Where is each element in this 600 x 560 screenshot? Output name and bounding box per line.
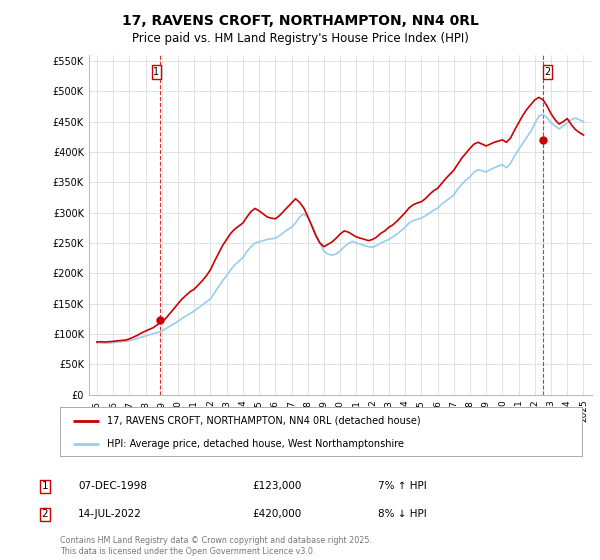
Text: 2: 2 [544, 67, 551, 77]
Text: 1: 1 [154, 67, 160, 77]
Text: 8% ↓ HPI: 8% ↓ HPI [378, 509, 427, 519]
Text: £123,000: £123,000 [252, 481, 301, 491]
Text: 07-DEC-1998: 07-DEC-1998 [78, 481, 147, 491]
Text: 1: 1 [41, 481, 49, 491]
Text: Price paid vs. HM Land Registry's House Price Index (HPI): Price paid vs. HM Land Registry's House … [131, 32, 469, 45]
Text: 2: 2 [41, 509, 49, 519]
Text: 17, RAVENS CROFT, NORTHAMPTON, NN4 0RL: 17, RAVENS CROFT, NORTHAMPTON, NN4 0RL [122, 14, 478, 28]
Text: 7% ↑ HPI: 7% ↑ HPI [378, 481, 427, 491]
Text: Contains HM Land Registry data © Crown copyright and database right 2025.
This d: Contains HM Land Registry data © Crown c… [60, 536, 372, 556]
Text: HPI: Average price, detached house, West Northamptonshire: HPI: Average price, detached house, West… [107, 439, 404, 449]
Text: £420,000: £420,000 [252, 509, 301, 519]
Text: 14-JUL-2022: 14-JUL-2022 [78, 509, 142, 519]
Text: 17, RAVENS CROFT, NORTHAMPTON, NN4 0RL (detached house): 17, RAVENS CROFT, NORTHAMPTON, NN4 0RL (… [107, 416, 421, 426]
